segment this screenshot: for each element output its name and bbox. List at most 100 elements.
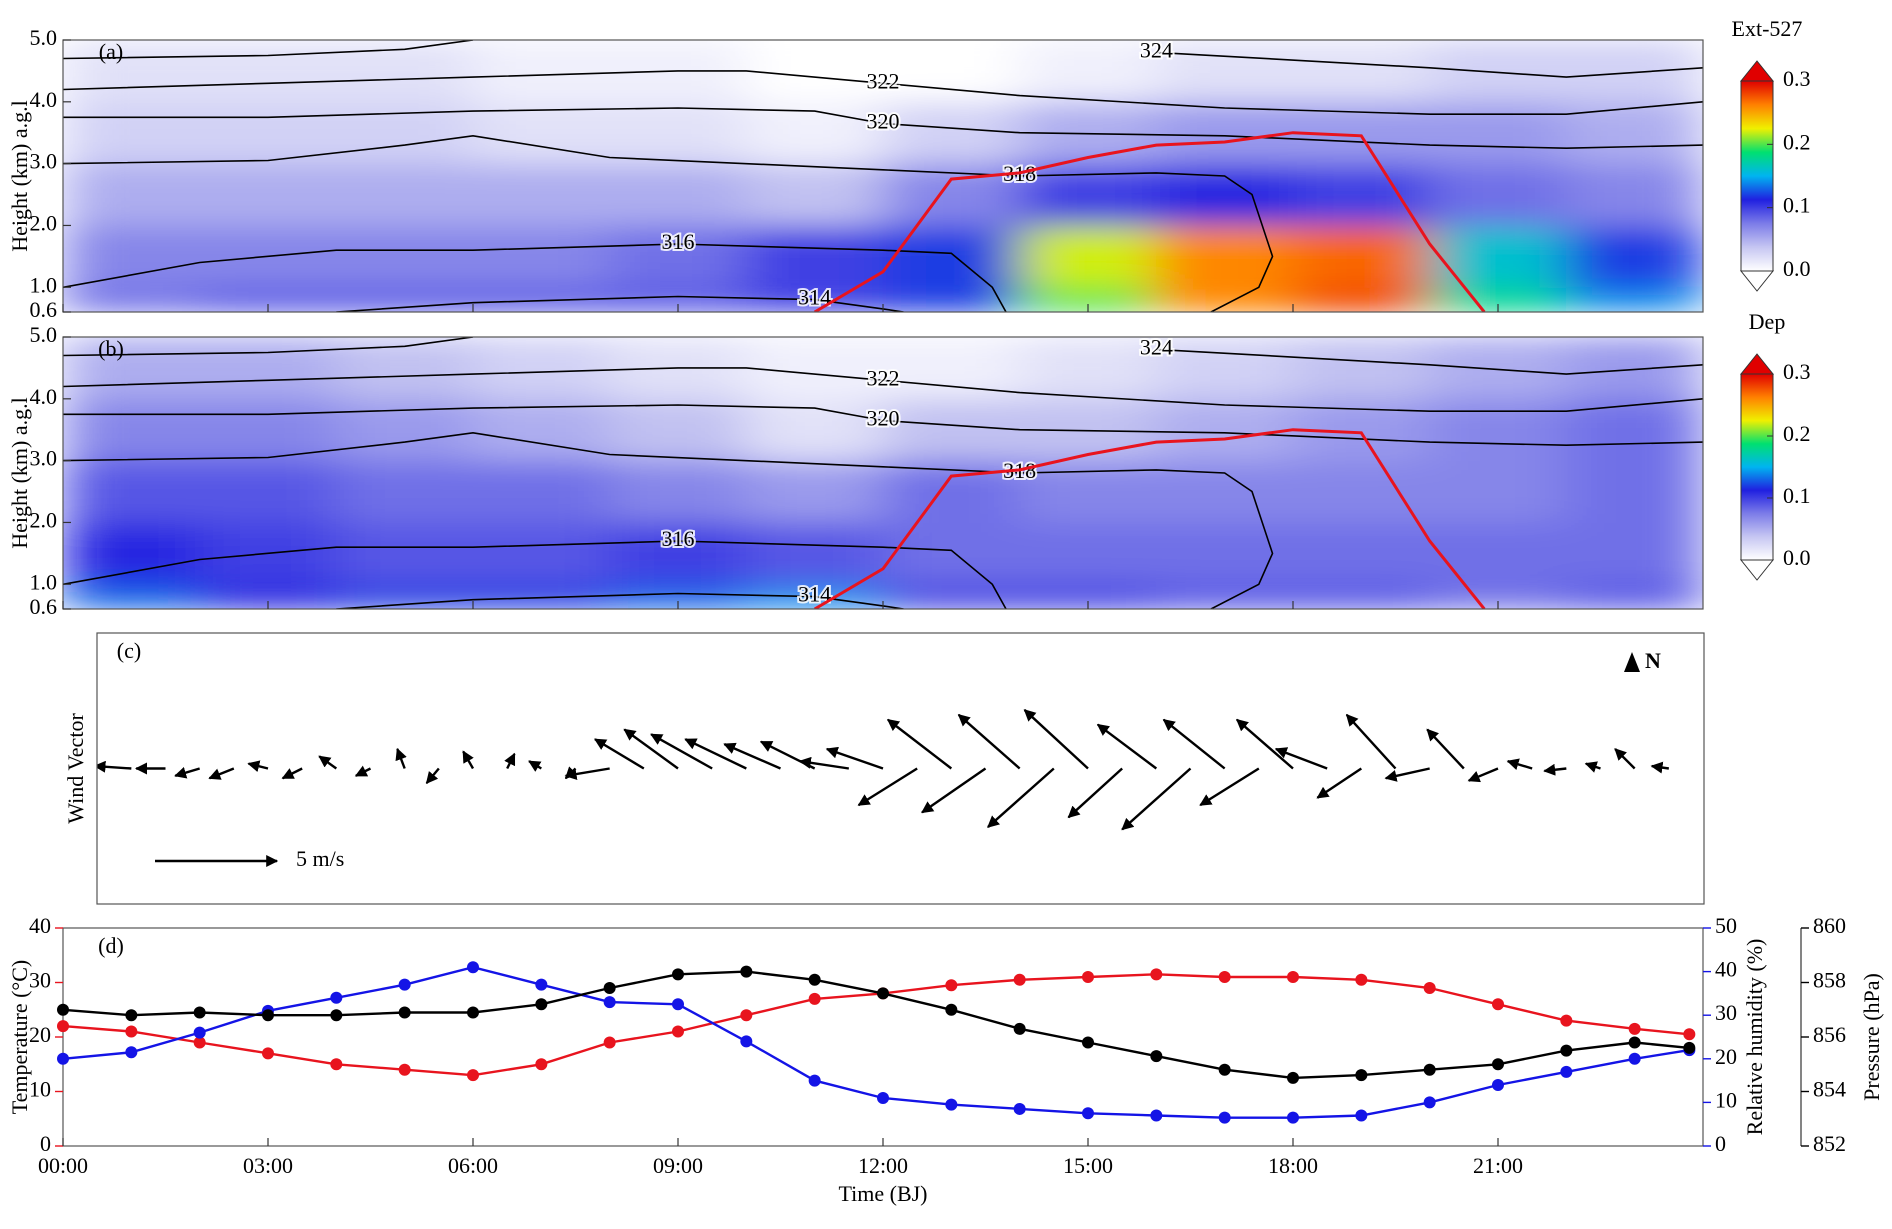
series-point xyxy=(1423,1063,1436,1076)
heatmap-cell xyxy=(472,460,611,523)
contour-line xyxy=(63,134,1274,312)
heatmap-cell xyxy=(745,460,884,523)
y2-axis-label: Relative humidity (%) xyxy=(1742,939,1767,1136)
heatmap-cell xyxy=(609,398,747,462)
x-tick-label: 03:00 xyxy=(243,1153,293,1178)
series-point xyxy=(1355,1069,1368,1082)
contour-label: 322 xyxy=(867,68,900,93)
series-point xyxy=(1560,1044,1573,1057)
wind-arrow xyxy=(564,767,610,780)
wind-arrow xyxy=(395,747,407,769)
wind-arrow xyxy=(247,760,269,773)
heatmap-cell xyxy=(1565,460,1703,523)
y-axis-label: Height (km) a.g.l xyxy=(7,100,32,252)
contour-label: 320 xyxy=(867,406,900,431)
heatmap-cell xyxy=(882,398,1021,462)
y-tick-label: 4.0 xyxy=(30,87,58,112)
contour-label: 324 xyxy=(1140,37,1173,62)
heatmap-cell xyxy=(472,163,611,226)
series-point xyxy=(945,979,958,992)
heatmap-cell xyxy=(63,40,201,103)
heatmap-cell xyxy=(1429,460,1567,523)
series-point xyxy=(262,1047,274,1060)
heatmap xyxy=(63,337,1703,609)
heatmap-cell xyxy=(1019,40,1157,103)
series-point xyxy=(1218,971,1231,984)
colorbar-extend-top xyxy=(1739,60,1775,82)
series-point xyxy=(603,1036,616,1049)
colorbar-tick-label: 0.0 xyxy=(1783,256,1811,281)
heatmap-cell xyxy=(1155,40,1294,103)
heatmap-cell xyxy=(882,286,1021,312)
heatmap-cell xyxy=(1155,398,1294,462)
series-point xyxy=(1150,1109,1163,1122)
series-point xyxy=(1150,1050,1163,1063)
series-point xyxy=(1628,1036,1641,1049)
series-point xyxy=(398,1006,411,1019)
series-point xyxy=(672,968,684,981)
wind-arrow xyxy=(1316,767,1362,799)
heatmap-cell xyxy=(335,163,474,226)
contour-line xyxy=(63,540,1007,609)
heatmap-cell xyxy=(1019,521,1157,585)
y-tick-label: 5.0 xyxy=(30,25,58,50)
series-point xyxy=(672,998,684,1011)
heatmap-cell xyxy=(1292,460,1431,523)
y-tick-label: 2.0 xyxy=(30,508,58,533)
heatmap-cell xyxy=(1019,224,1157,288)
y-tick-label: 20 xyxy=(29,1022,51,1047)
heatmap-cell xyxy=(199,337,337,400)
wind-arrow xyxy=(1426,728,1465,770)
series-point xyxy=(1492,1078,1504,1091)
wind-arrow xyxy=(1096,723,1158,770)
y-axis-label: Wind Vector xyxy=(63,713,88,824)
heatmap-cell xyxy=(882,224,1021,288)
series-point xyxy=(603,981,616,994)
series-point xyxy=(535,1058,548,1071)
series-point xyxy=(535,998,548,1011)
colorbar-tick-label: 0.2 xyxy=(1783,421,1811,446)
x-axis-label: Time (BJ) xyxy=(838,1181,927,1206)
heatmap-cell xyxy=(472,337,611,400)
heatmap-cell xyxy=(335,583,474,609)
wind-arrow xyxy=(594,738,645,770)
heatmap-cell xyxy=(1155,460,1294,523)
wind-arrow xyxy=(528,760,542,772)
wind-arrow xyxy=(1384,767,1430,782)
heatmap-cell xyxy=(63,163,201,226)
series-point xyxy=(1013,1102,1026,1115)
series-point xyxy=(467,1006,479,1019)
series-line xyxy=(62,970,1690,1080)
wind-arrow xyxy=(1650,761,1670,774)
y-axis-label: Temperature (°C) xyxy=(7,960,32,1114)
wind-arrow xyxy=(281,767,303,780)
heatmap-cell xyxy=(1565,521,1703,585)
wind-arrow xyxy=(1023,709,1089,770)
wind-arrow xyxy=(1235,718,1294,770)
panel-label: (a) xyxy=(99,39,123,64)
contour-label: 322 xyxy=(867,365,900,390)
series-point xyxy=(1492,1058,1504,1071)
heatmap-cell xyxy=(199,101,337,165)
heatmap-cell xyxy=(1155,101,1294,165)
series-point xyxy=(1082,1036,1094,1049)
wind-arrow xyxy=(684,738,747,770)
series-point xyxy=(193,1026,206,1039)
series-point xyxy=(193,1006,206,1019)
wind-arrow xyxy=(1614,748,1636,770)
series-point xyxy=(808,992,821,1005)
heatmap-cell xyxy=(609,101,747,165)
heatmap-cell xyxy=(1292,163,1431,226)
series-point xyxy=(1013,1022,1026,1035)
colorbar-extend-bottom xyxy=(1739,559,1775,581)
series-point xyxy=(193,1036,206,1049)
heatmap-cell xyxy=(745,163,884,226)
series-point xyxy=(535,978,548,991)
y-tick-label: 2.0 xyxy=(30,211,58,236)
contour-label: 324 xyxy=(1140,334,1173,359)
wind-arrow xyxy=(354,765,372,777)
series-point xyxy=(1287,1111,1299,1124)
